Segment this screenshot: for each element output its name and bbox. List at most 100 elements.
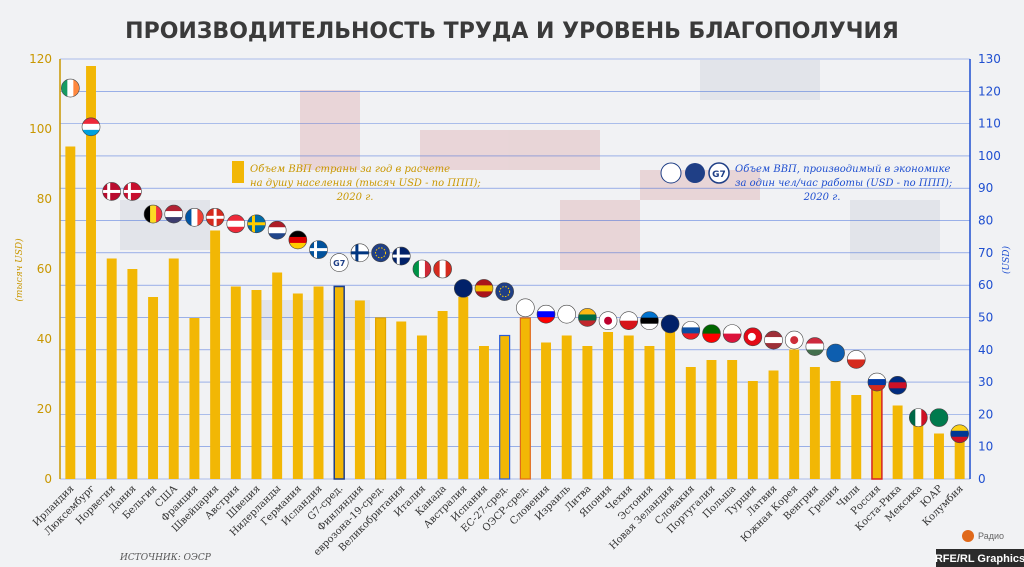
credit-text: RFE/RL Graphics bbox=[935, 553, 1024, 565]
flag-stripe bbox=[61, 79, 68, 98]
flag-stripe bbox=[764, 337, 783, 344]
flag-stripe bbox=[82, 117, 101, 125]
flag-marker-gr bbox=[826, 343, 845, 363]
bar bbox=[396, 321, 407, 479]
flag-marker-no bbox=[102, 182, 122, 201]
flag-stripe bbox=[226, 226, 245, 233]
flag-stripe bbox=[578, 308, 597, 315]
flag-border bbox=[495, 282, 514, 301]
flag-border bbox=[681, 321, 701, 340]
flag-marker-au bbox=[453, 279, 473, 298]
flag-fill bbox=[785, 331, 804, 350]
flag-border bbox=[433, 259, 452, 279]
flag-border bbox=[102, 182, 122, 201]
bar bbox=[189, 318, 200, 479]
flag-border bbox=[908, 408, 928, 427]
y2-tick-label: 0 bbox=[978, 472, 986, 486]
flag-marker-ee bbox=[640, 311, 659, 330]
flag-fill bbox=[350, 243, 369, 262]
oecd-icon bbox=[660, 162, 682, 184]
flag-border bbox=[557, 304, 577, 324]
y2-tick-label: 10 bbox=[978, 440, 993, 454]
source-note: ИСТОЧНИК: ОЭСР bbox=[119, 553, 212, 563]
flag-fill bbox=[247, 214, 266, 233]
flag-border bbox=[205, 208, 225, 227]
flag-marker-cr bbox=[888, 376, 907, 395]
flag-stripe bbox=[764, 331, 783, 338]
flag-fill bbox=[599, 311, 618, 330]
flag-marker-za bbox=[929, 408, 949, 427]
flag-stripe bbox=[445, 260, 452, 278]
flag-stripe bbox=[805, 337, 824, 345]
flag-fill bbox=[454, 279, 473, 298]
bar bbox=[954, 430, 965, 479]
bar bbox=[789, 349, 800, 479]
g7-badge: G7 bbox=[712, 170, 726, 180]
flag-stripe bbox=[805, 343, 824, 351]
y2-tick-label: 30 bbox=[978, 375, 993, 389]
legend-gdp-swatch bbox=[232, 161, 244, 183]
y-tick-label: 0 bbox=[44, 472, 52, 486]
flag-marker-lv bbox=[764, 330, 783, 350]
flag-fill bbox=[888, 376, 907, 395]
flag-border bbox=[123, 182, 142, 201]
flag-field bbox=[661, 314, 680, 333]
legend-gdp-line1: Объем ВВП страны за год в расчете bbox=[250, 164, 450, 175]
flag-fill bbox=[371, 243, 390, 262]
flag-stripe bbox=[640, 323, 659, 330]
flag-stripe bbox=[474, 279, 493, 286]
flag-stripe bbox=[640, 311, 659, 319]
bar bbox=[727, 360, 738, 479]
flag-fill bbox=[82, 117, 101, 136]
flag-border bbox=[412, 259, 432, 279]
bar bbox=[106, 258, 117, 479]
flag-stripe bbox=[681, 327, 700, 334]
flag-stripe bbox=[702, 333, 721, 343]
flag-fill bbox=[681, 321, 700, 340]
flag-border bbox=[578, 308, 597, 327]
y2-tick-label: 80 bbox=[978, 214, 993, 228]
flag-stripe bbox=[702, 324, 721, 335]
flag-field bbox=[516, 298, 535, 317]
flag-marker-se bbox=[247, 214, 266, 234]
flag-cross bbox=[314, 240, 318, 259]
bar bbox=[168, 258, 179, 479]
flag-border bbox=[329, 253, 349, 272]
flag-stripe bbox=[226, 220, 245, 228]
bar bbox=[292, 293, 303, 479]
flag-border bbox=[722, 324, 742, 343]
legend-gdp-line3: 2020 г. bbox=[336, 192, 374, 203]
y2-axis-label: (USD) bbox=[1001, 246, 1012, 274]
flag-border bbox=[660, 314, 680, 334]
y2-tick-label: 60 bbox=[978, 278, 993, 292]
legend-productivity: G7 Объем ВВП, производимый в экономике з… bbox=[660, 162, 952, 203]
flag-field bbox=[330, 253, 349, 272]
flag-stripe bbox=[867, 385, 886, 392]
flag-border bbox=[350, 243, 370, 263]
flag-fill bbox=[702, 324, 721, 343]
flag-field bbox=[929, 408, 948, 427]
y-axis-label: (тысяч USD) bbox=[14, 238, 25, 302]
flag-marker-mx bbox=[908, 408, 928, 427]
bar bbox=[665, 332, 676, 479]
flag-marker-lu bbox=[81, 117, 101, 137]
flag-stripe bbox=[640, 317, 659, 325]
flag-stripe bbox=[619, 320, 638, 330]
legend-productivity-line1: Объем ВВП, производимый в экономике bbox=[735, 164, 950, 175]
flag-marker-cl bbox=[846, 350, 866, 369]
bar bbox=[86, 66, 96, 479]
bar bbox=[706, 360, 717, 479]
flag-fill bbox=[537, 305, 556, 324]
flag-stripe bbox=[474, 285, 493, 292]
bar bbox=[561, 335, 572, 479]
flag-fill bbox=[102, 182, 121, 201]
flag-border bbox=[185, 208, 204, 227]
flag-border bbox=[640, 311, 659, 330]
legend-gdp-line2: на душу населения (тысяч USD - по ППП); bbox=[250, 178, 481, 189]
bar bbox=[809, 367, 820, 479]
flag-marker-eu bbox=[371, 243, 390, 263]
y2-tick-label: 90 bbox=[978, 181, 993, 195]
bar bbox=[851, 395, 862, 479]
flag-fill bbox=[909, 408, 928, 427]
flag-marker-it bbox=[412, 259, 432, 279]
